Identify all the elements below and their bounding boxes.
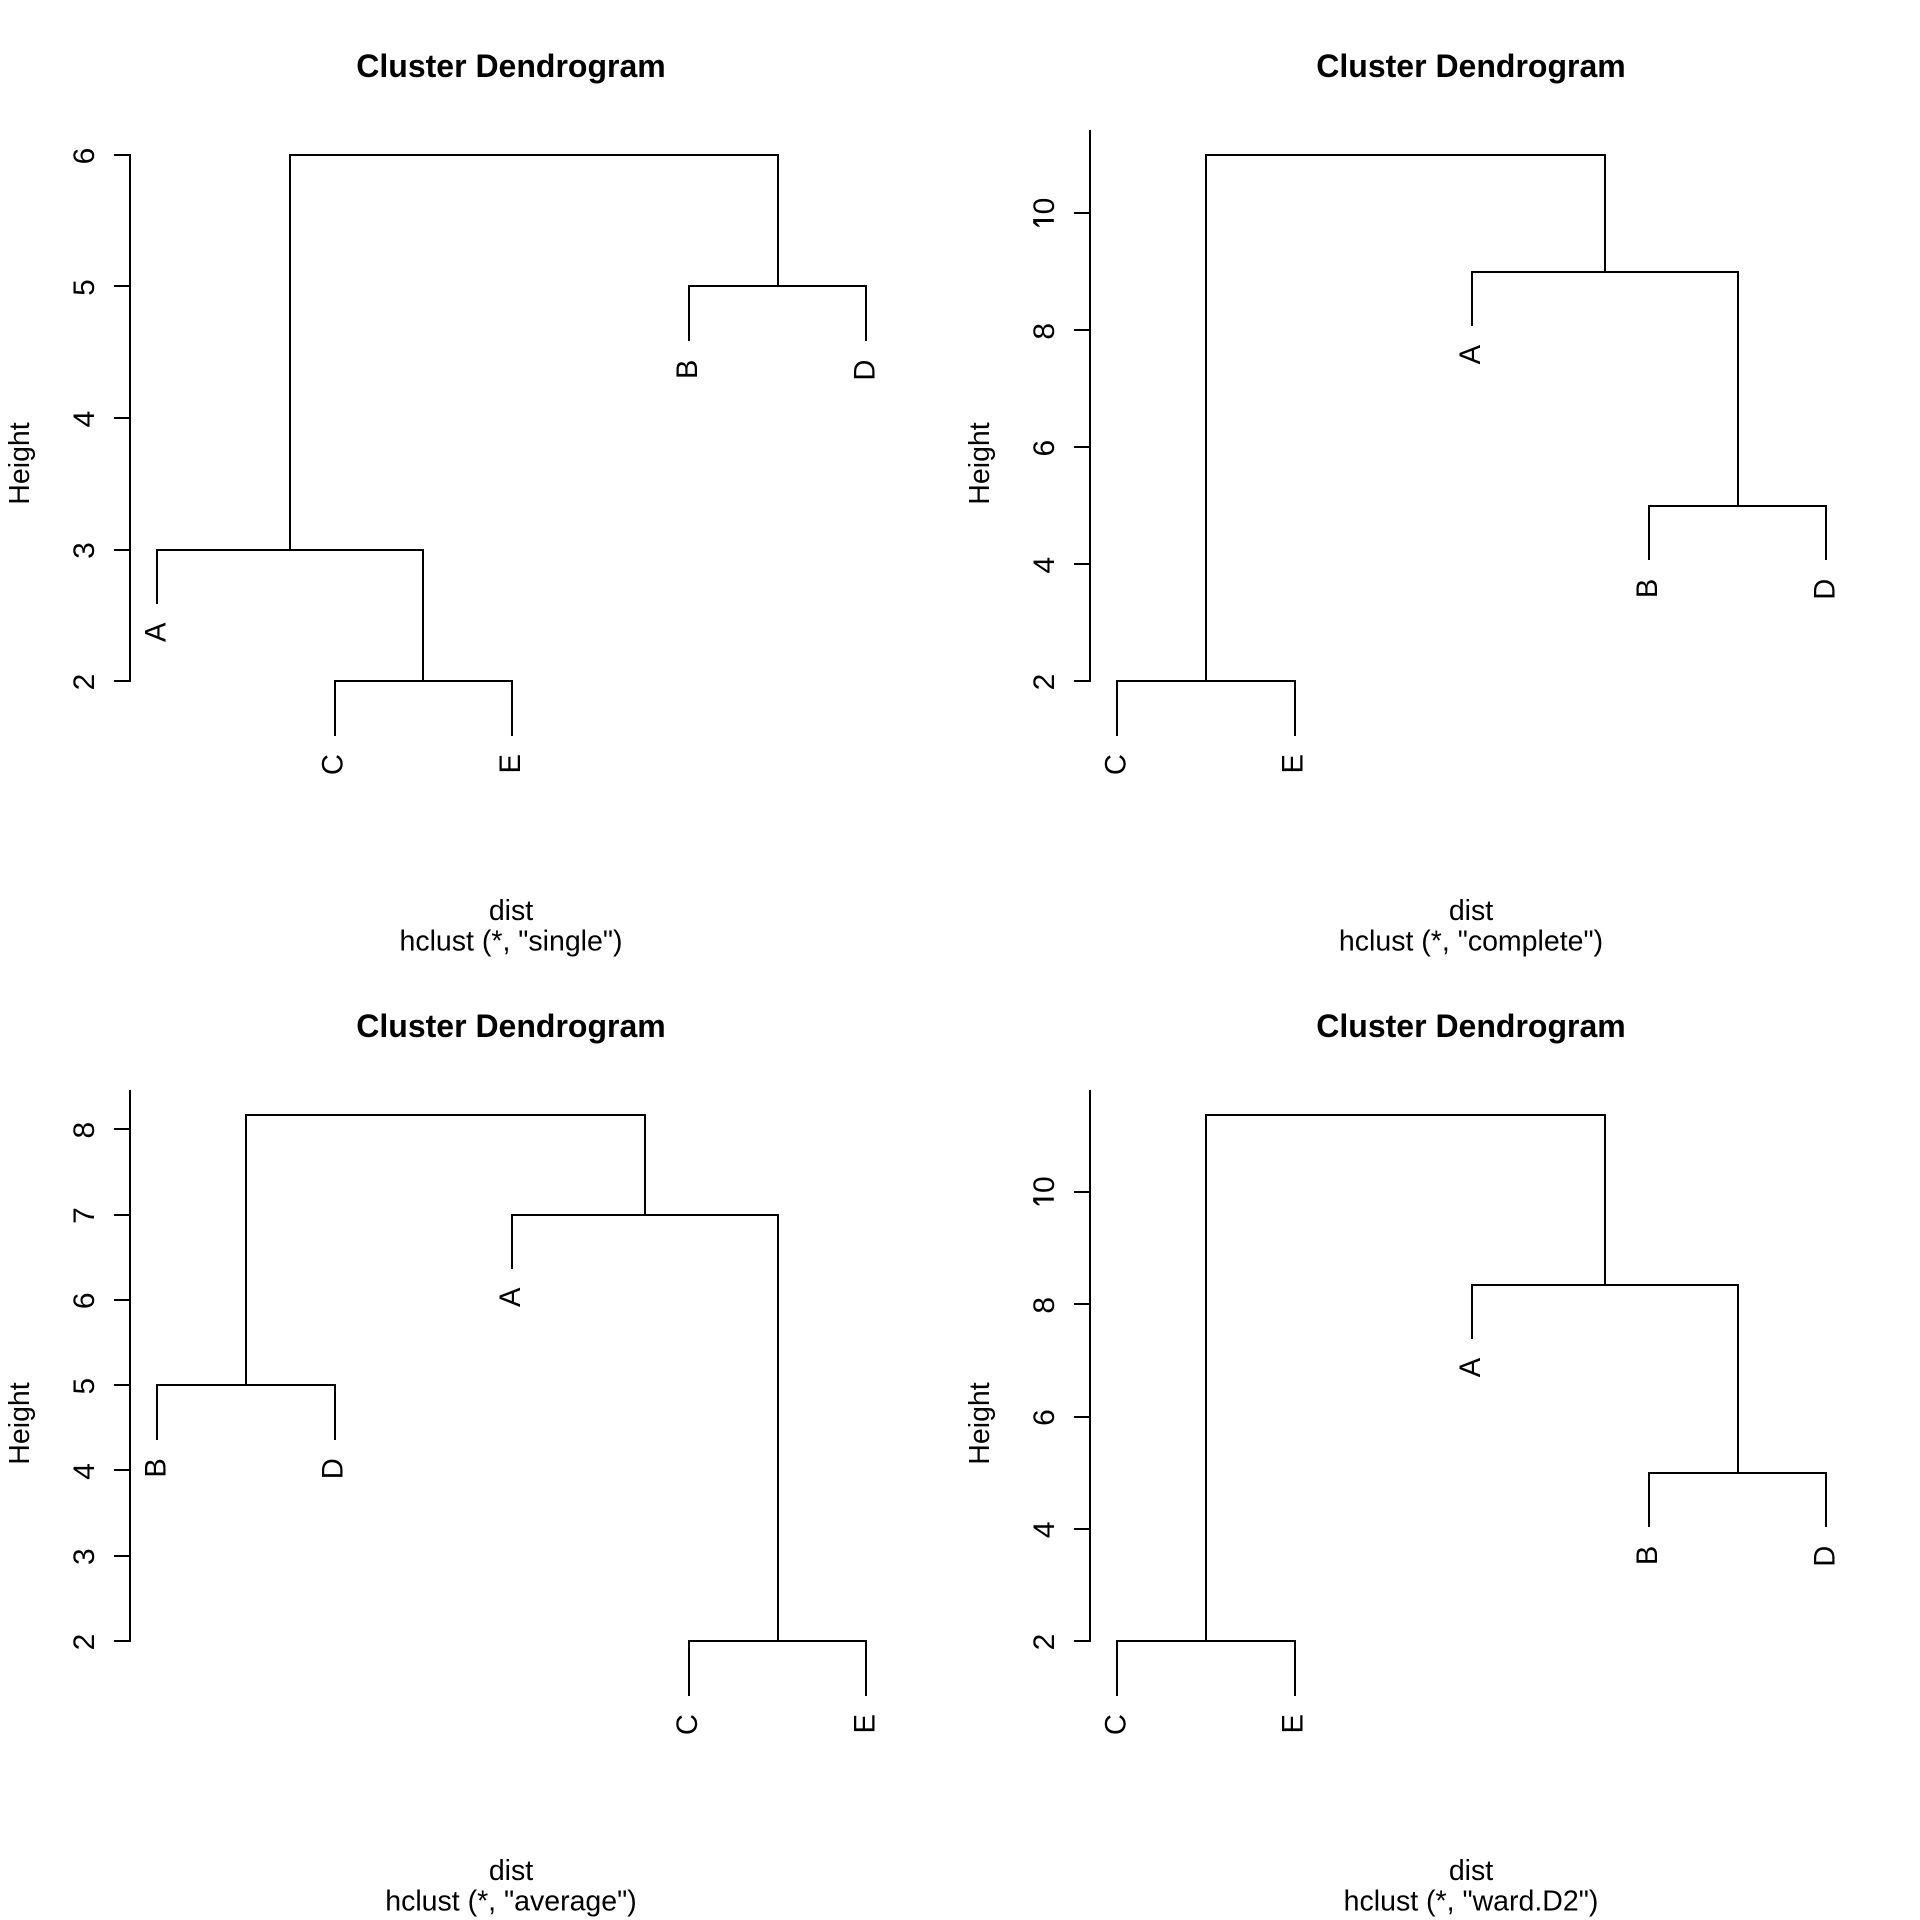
svg-text:6: 6: [68, 148, 101, 165]
svg-text:0: 0: [1028, 198, 1061, 215]
svg-text:hclust (*, "average"): hclust (*, "average"): [385, 1886, 637, 1918]
svg-text:A: A: [1455, 344, 1487, 364]
svg-text:5: 5: [68, 1378, 101, 1395]
svg-text:A: A: [495, 1287, 527, 1307]
svg-text:C: C: [318, 754, 350, 775]
svg-text:hclust (*, "ward.D2"): hclust (*, "ward.D2"): [1344, 1886, 1599, 1918]
svg-text:B: B: [1632, 579, 1664, 598]
svg-text:2: 2: [68, 674, 101, 691]
svg-text:6: 6: [1028, 440, 1061, 457]
svg-text:Height: Height: [4, 422, 36, 504]
svg-text:B: B: [1632, 1546, 1664, 1565]
svg-text:D: D: [318, 1458, 350, 1479]
svg-text:B: B: [140, 1458, 172, 1477]
svg-text:C: C: [672, 1714, 704, 1735]
svg-text:Height: Height: [964, 1382, 996, 1464]
svg-text:E: E: [495, 754, 527, 773]
svg-text:E: E: [1278, 1714, 1310, 1733]
svg-text:A: A: [1455, 1357, 1487, 1377]
svg-text:3: 3: [68, 542, 101, 559]
svg-text:B: B: [672, 360, 704, 379]
svg-text:dist: dist: [489, 895, 533, 927]
svg-text:E: E: [849, 1714, 881, 1733]
svg-text:3: 3: [68, 1548, 101, 1565]
svg-text:dist: dist: [1449, 895, 1493, 927]
svg-text:Height: Height: [4, 1382, 36, 1464]
svg-text:4: 4: [1028, 557, 1061, 574]
svg-text:8: 8: [1028, 1297, 1061, 1314]
svg-text:4: 4: [68, 411, 101, 428]
svg-text:D: D: [849, 360, 881, 381]
svg-text:0: 0: [1028, 1176, 1061, 1193]
svg-text:hclust (*, "single"): hclust (*, "single"): [400, 926, 623, 958]
svg-text:8: 8: [1028, 323, 1061, 340]
svg-text:4: 4: [68, 1463, 101, 1480]
svg-text:2: 2: [1028, 674, 1061, 691]
svg-text:Height: Height: [964, 422, 996, 504]
svg-text:dist: dist: [1449, 1855, 1493, 1887]
svg-text:2: 2: [1028, 1634, 1061, 1651]
svg-text:dist: dist: [489, 1855, 533, 1887]
svg-text:Cluster Dendrogram: Cluster Dendrogram: [1316, 1008, 1625, 1044]
svg-text:Cluster Dendrogram: Cluster Dendrogram: [356, 1008, 665, 1044]
svg-text:Cluster Dendrogram: Cluster Dendrogram: [356, 48, 665, 84]
svg-text:2: 2: [68, 1634, 101, 1651]
svg-text:7: 7: [68, 1207, 101, 1224]
svg-text:D: D: [1809, 579, 1841, 600]
svg-text:6: 6: [68, 1292, 101, 1309]
svg-text:hclust (*, "complete"): hclust (*, "complete"): [1339, 926, 1603, 958]
svg-text:C: C: [1100, 1714, 1132, 1735]
svg-text:Cluster Dendrogram: Cluster Dendrogram: [1316, 48, 1625, 84]
svg-text:D: D: [1809, 1546, 1841, 1567]
svg-text:E: E: [1278, 754, 1310, 773]
svg-text:8: 8: [68, 1122, 101, 1139]
svg-text:A: A: [140, 622, 172, 642]
svg-text:C: C: [1100, 754, 1132, 775]
svg-text:4: 4: [1028, 1521, 1061, 1538]
svg-text:5: 5: [68, 279, 101, 296]
svg-text:6: 6: [1028, 1409, 1061, 1426]
